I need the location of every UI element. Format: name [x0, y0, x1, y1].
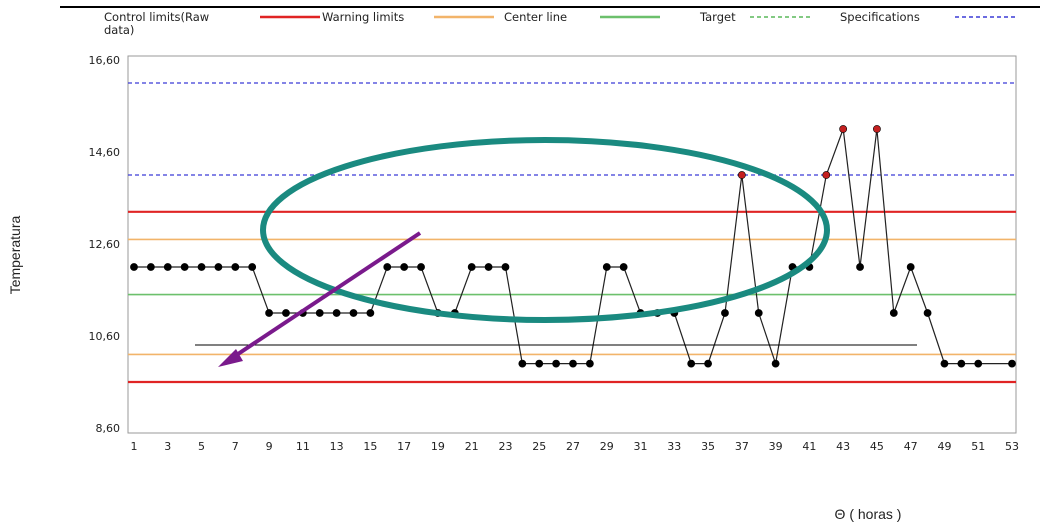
y-axis: 8,60 10,60 12,60 14,60 16,60 [89, 54, 121, 435]
data-point [467, 263, 476, 271]
data-point [130, 263, 138, 271]
data-point [146, 263, 155, 271]
data-point [417, 263, 425, 271]
x-tick-label: 31 [634, 440, 648, 453]
data-point [214, 263, 223, 271]
x-tick-label: 13 [330, 440, 344, 453]
x-tick-label: 19 [431, 440, 445, 453]
data-point [535, 359, 544, 368]
legend-label: Target [699, 10, 736, 24]
x-tick-label: 49 [937, 440, 951, 453]
y-axis-title: Temperatura [7, 215, 23, 294]
legend-label-line: data) [104, 23, 134, 37]
legend: Control limits(Raw data) Warning limits Cen… [104, 10, 1015, 37]
x-tick-label: 41 [802, 440, 816, 453]
x-tick-label: 25 [532, 440, 546, 453]
data-point [585, 359, 594, 368]
data-point [501, 263, 510, 271]
legend-label: Control limits(Raw data) [104, 10, 209, 37]
legend-label-line: Control limits(Raw [104, 10, 209, 24]
x-tick-label: 45 [870, 440, 884, 453]
data-point [332, 309, 341, 317]
data-point [602, 263, 611, 271]
y-tick-label: 12,60 [89, 238, 121, 251]
x-axis: 1 3 5 7 9 11 13 15 17 19 21 23 25 27 29 31 33 35 37 39 41 43 4… [131, 440, 1020, 453]
x-tick-label: 15 [363, 440, 377, 453]
data-point [940, 359, 949, 368]
data-point [974, 359, 983, 368]
data-point [1008, 359, 1016, 368]
data-point [619, 263, 628, 271]
x-tick-label: 39 [769, 440, 783, 453]
annotation-arrow [218, 231, 422, 367]
x-tick-label: 27 [566, 440, 580, 453]
y-tick-label: 14,60 [89, 146, 121, 159]
data-point [231, 263, 240, 271]
out-of-spec-point [737, 171, 746, 179]
data-point [315, 309, 324, 317]
x-tick-label: 43 [836, 440, 850, 453]
data-point [569, 359, 577, 368]
x-tick-label: 23 [498, 440, 512, 453]
out-of-spec-point [873, 125, 881, 133]
x-tick-label: 3 [164, 440, 171, 453]
highlight-ellipse [260, 137, 830, 323]
data-point [957, 359, 966, 368]
legend-label: Warning limits [322, 10, 404, 24]
data-point [180, 263, 189, 271]
x-tick-label: 47 [904, 440, 918, 453]
y-tick-label: 8,60 [96, 422, 121, 435]
data-point [721, 309, 729, 317]
x-tick-label: 33 [667, 440, 681, 453]
data-point [248, 263, 257, 271]
data-point [366, 309, 375, 317]
data-point [282, 309, 290, 317]
data-point [400, 263, 409, 271]
reference-lines [128, 82, 1016, 384]
x-tick-label: 29 [600, 440, 614, 453]
data-point [349, 309, 358, 317]
x-tick-label: 1 [131, 440, 138, 453]
series-line [134, 128, 1012, 365]
data-point [754, 309, 763, 317]
x-tick-label: 7 [232, 440, 239, 453]
y-tick-label: 10,60 [89, 330, 121, 343]
x-tick-label: 9 [266, 440, 273, 453]
legend-label: Center line [504, 10, 567, 24]
x-tick-label: 21 [465, 440, 479, 453]
y-tick-label: 16,60 [89, 54, 121, 67]
data-point [856, 263, 864, 271]
x-tick-label: 53 [1005, 440, 1019, 453]
data-point [518, 359, 527, 368]
x-tick-label: 17 [397, 440, 411, 453]
x-tick-label: 11 [296, 440, 310, 453]
out-of-spec-point [839, 125, 848, 133]
data-point [163, 263, 172, 271]
data-point [704, 359, 712, 368]
data-point [687, 359, 696, 368]
data-point [906, 263, 915, 271]
data-point [552, 359, 561, 368]
data-point [265, 309, 273, 317]
data-point [923, 309, 932, 317]
x-tick-label: 37 [735, 440, 749, 453]
legend-label: Specifications [840, 10, 920, 24]
x-tick-label: 5 [198, 440, 205, 453]
x-axis-title: Θ ( horas ) [835, 506, 902, 522]
x-tick-label: 35 [701, 440, 715, 453]
x-tick-label: 51 [971, 440, 985, 453]
data-point [383, 263, 392, 271]
data-point [197, 263, 206, 271]
data-point [771, 359, 780, 368]
out-of-spec-point [822, 171, 831, 179]
data-series [130, 125, 1016, 368]
data-point [484, 263, 493, 271]
data-point [889, 309, 898, 317]
plot-area-frame [127, 55, 1017, 434]
